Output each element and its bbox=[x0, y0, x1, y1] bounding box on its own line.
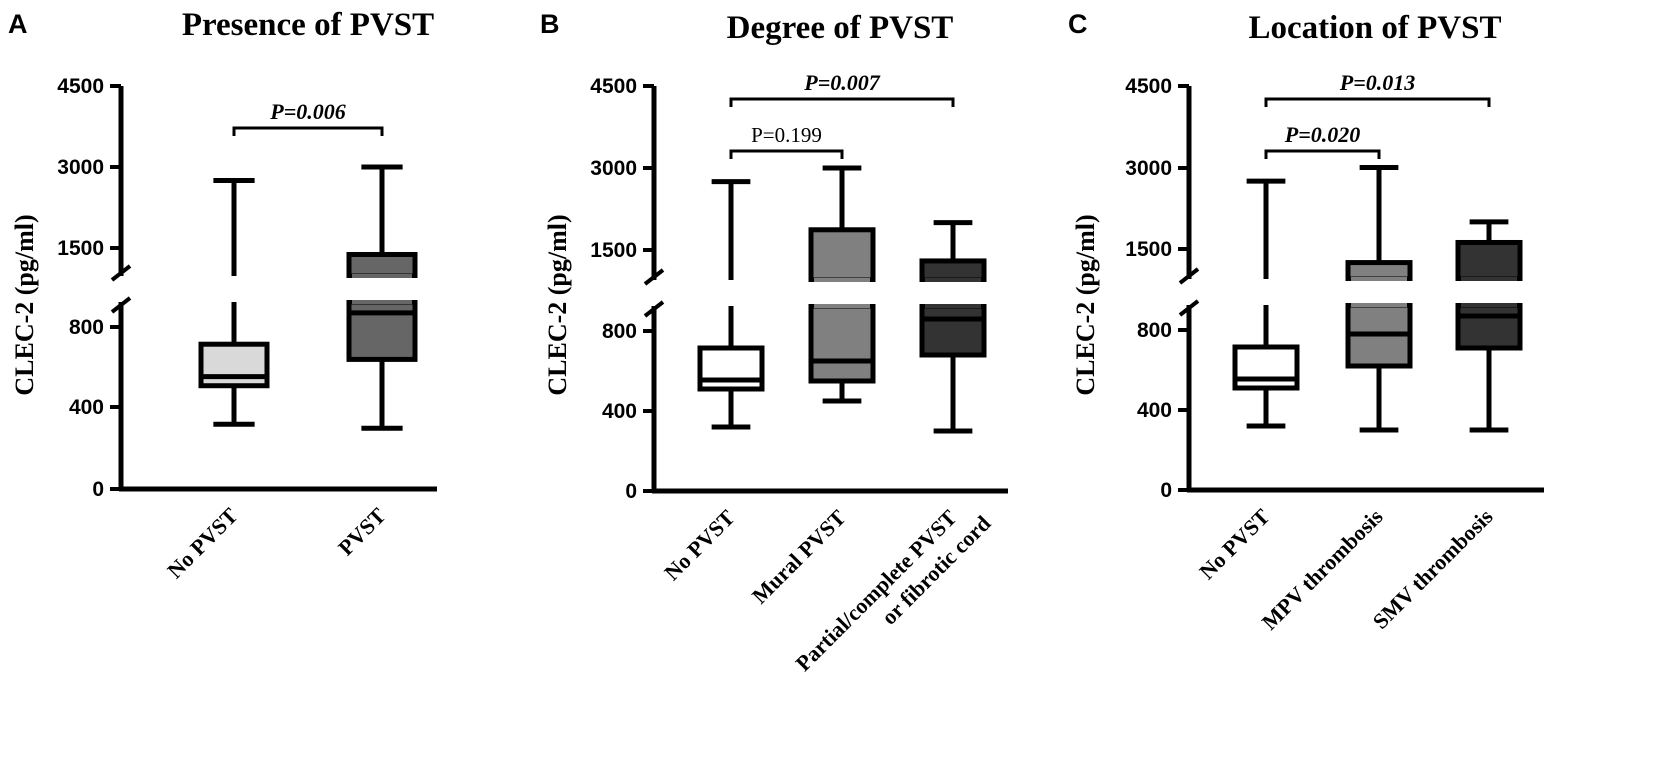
panel-c-p-value: P=0.013 bbox=[1339, 70, 1415, 95]
box-c3-lower-body bbox=[1455, 302, 1523, 351]
panel-b: B Degree of PVST CLEC-2 (pg/ml) 0 400 800 1… bbox=[540, 9, 1008, 676]
panel-a-y-tick-label: 4500 bbox=[57, 75, 104, 98]
panel-b-letter: B bbox=[540, 9, 560, 39]
panel-a-category-label: No PVST bbox=[162, 503, 243, 584]
panel-a-letter: A bbox=[8, 9, 28, 39]
box-a2-upper-body bbox=[346, 251, 418, 279]
panel-a-p-value: P=0.006 bbox=[269, 99, 345, 124]
panel-c-letter: C bbox=[1068, 9, 1088, 39]
panel-a-y-tick-label: 0 bbox=[92, 478, 104, 501]
box-b3-break-gap bbox=[918, 282, 988, 304]
panel-b-comparison-bracket bbox=[729, 97, 955, 107]
panel-c-y-tick-label: 800 bbox=[1137, 319, 1172, 342]
panel-b-y-tick-label: 0 bbox=[625, 480, 637, 503]
box-b3-lower-body bbox=[919, 303, 987, 358]
panel-a-y-tick-label: 3000 bbox=[57, 156, 104, 179]
panel-b-y-axis-label: CLEC-2 (pg/ml) bbox=[543, 214, 572, 395]
panel-a-category-label: PVST bbox=[333, 503, 391, 561]
panel-a-axis-break-mark bbox=[110, 264, 132, 282]
panel-a: A Presence of PVST CLEC-2 (pg/ml) 0 400 80… bbox=[8, 7, 437, 583]
panel-b-y-tick-label: 3000 bbox=[590, 157, 637, 180]
panel-b-y-tick-label: 800 bbox=[602, 320, 637, 343]
panel-c-category-label: SMV thrombosis bbox=[1368, 504, 1498, 634]
panel-c-comparison-bracket bbox=[1264, 149, 1381, 159]
box-b2-upper-body bbox=[808, 227, 876, 283]
panel-c-title: Location of PVST bbox=[1248, 10, 1501, 46]
panel-c-axis-break-mark bbox=[1178, 267, 1200, 285]
panel-a-y-tick-label: 1500 bbox=[57, 237, 104, 260]
panel-c-y-tick-label: 3000 bbox=[1125, 157, 1172, 180]
box-c2-break-gap bbox=[1344, 281, 1414, 303]
panel-a-comparison-bracket bbox=[232, 126, 384, 136]
panel-a-y-axis-label: CLEC-2 (pg/ml) bbox=[10, 214, 39, 395]
panel-a-y-tick-label: 400 bbox=[69, 396, 104, 419]
panel-a-y-tick-label: 800 bbox=[69, 316, 104, 339]
panel-b-title: Degree of PVST bbox=[727, 10, 954, 46]
panel-a-title: Presence of PVST bbox=[182, 7, 434, 43]
box-c2-upper-body bbox=[1345, 260, 1413, 282]
panel-b-category-label: Mural PVST bbox=[747, 505, 851, 609]
panel-c-axis-break-mark bbox=[1178, 299, 1200, 317]
panel-b-y-tick-label: 4500 bbox=[590, 75, 637, 98]
panel-b-axis-break-mark bbox=[643, 300, 665, 318]
panel-b-p-value: P=0.007 bbox=[803, 70, 880, 95]
panel-c-y-tick-label: 400 bbox=[1137, 399, 1172, 422]
box-c1-body bbox=[1232, 344, 1300, 391]
box-a1-body bbox=[198, 341, 270, 389]
panel-c-p-value: P=0.020 bbox=[1284, 122, 1360, 147]
panel-b-p-value: P=0.199 bbox=[751, 123, 822, 147]
box-b2-lower-body bbox=[808, 303, 876, 384]
panel-c-y-tick-label: 4500 bbox=[1125, 75, 1172, 98]
panel-a-axis-break-mark bbox=[110, 296, 132, 314]
box-b1-body bbox=[697, 345, 765, 392]
panel-b-comparison-bracket bbox=[729, 149, 844, 159]
panel-c: C Location of PVST CLEC-2 (pg/ml) 0 400 80… bbox=[1068, 9, 1544, 635]
panel-c-y-tick-label: 1500 bbox=[1125, 238, 1172, 261]
panel-c-category-label: No PVST bbox=[1194, 504, 1275, 585]
panel-b-y-tick-label: 400 bbox=[602, 400, 637, 423]
panel-b-axis-break-mark bbox=[643, 268, 665, 286]
panel-b-category-label: No PVST bbox=[659, 505, 740, 586]
panel-c-comparison-bracket bbox=[1264, 97, 1491, 107]
box-a2-break-gap bbox=[345, 278, 419, 300]
box-b2-break-gap bbox=[807, 282, 877, 304]
box-b3-upper-body bbox=[919, 258, 987, 283]
panel-b-y-tick-label: 1500 bbox=[590, 239, 637, 262]
box-c3-upper-body bbox=[1455, 239, 1523, 282]
panel-c-y-tick-label: 0 bbox=[1160, 479, 1172, 502]
panel-c-y-axis-label: CLEC-2 (pg/ml) bbox=[1071, 214, 1100, 395]
box-c3-break-gap bbox=[1454, 281, 1524, 303]
